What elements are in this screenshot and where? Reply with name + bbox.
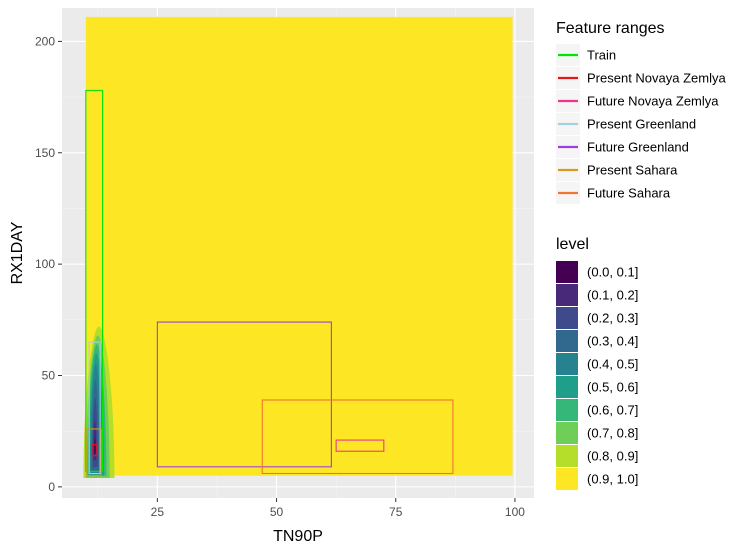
x-tick-label: 25 (151, 505, 165, 519)
legend-level-label: (0.2, 0.3] (587, 311, 638, 326)
legend-level-swatch (556, 399, 578, 421)
legend-feature-title: Feature ranges (556, 20, 665, 37)
legend-level-swatch (556, 353, 578, 375)
range-box-future-greenland (156, 321, 332, 468)
legend-level-label: (0.7, 0.8] (587, 426, 638, 441)
legend-level-label: (0.4, 0.5] (587, 357, 638, 372)
legend-feature-label: Future Greenland (587, 140, 689, 155)
legend-level-swatch (556, 307, 578, 329)
y-axis-title: RX1DAY (9, 221, 26, 284)
legend-feature-label: Present Novaya Zemlya (587, 71, 726, 86)
y-tick-label: 50 (42, 369, 56, 383)
legend-level-swatch (556, 468, 578, 490)
legend-level: level (0.0, 0.1] (0.1, 0.2] (0.2, 0.3] (0.3… (556, 236, 638, 490)
legend-feature-label: Present Greenland (587, 117, 696, 132)
x-tick-label: 75 (389, 505, 403, 519)
legend-level-label: (0.1, 0.2] (587, 288, 638, 303)
y-tick-label: 0 (48, 480, 55, 494)
range-box-train (85, 89, 104, 472)
legend-level-label: (0.6, 0.7] (587, 403, 638, 418)
range-box-future-novaya-zemlya (335, 439, 385, 452)
legend-feature-label: Future Sahara (587, 186, 671, 201)
legend-level-swatch (556, 422, 578, 444)
legend-level-swatch (556, 261, 578, 283)
legend-feature-ranges: Feature ranges Train Present Novaya Zemly… (556, 20, 726, 204)
legend-level-swatch (556, 445, 578, 467)
range-box-present-greenland (88, 341, 101, 475)
range-box-future-sahara (261, 399, 454, 475)
density-contour (94, 437, 96, 454)
legend-level-title: level (556, 236, 589, 253)
feature-range-boxes (85, 89, 454, 477)
axes: 25 50 75 100 0 50 100 150 200 (35, 34, 525, 519)
x-tick-label: 50 (270, 505, 284, 519)
legend-level-swatch (556, 376, 578, 398)
legend-feature-label: Present Sahara (587, 163, 678, 178)
legend-level-label: (0.5, 0.6] (587, 380, 638, 395)
legend-level-swatch (556, 330, 578, 352)
range-box-present-novaya-zemlya (91, 443, 98, 457)
y-tick-label: 100 (35, 257, 55, 271)
x-axis-title: TN90P (273, 528, 323, 545)
density-level-background (85, 16, 513, 476)
legend-level-label: (0.8, 0.9] (587, 449, 638, 464)
y-tick-label: 200 (35, 34, 55, 48)
legend-level-label: (0.3, 0.4] (587, 334, 638, 349)
legend-level-swatch (556, 284, 578, 306)
x-tick-label: 100 (505, 505, 525, 519)
legend-feature-label: Train (587, 48, 616, 63)
legend-level-label: (0.0, 0.1] (587, 265, 638, 280)
density-heatmap (83, 16, 513, 478)
y-tick-label: 150 (35, 146, 55, 160)
range-box-present-sahara (86, 428, 102, 477)
legend-feature-label: Future Novaya Zemlya (587, 94, 719, 109)
legend-level-label: (0.9, 1.0] (587, 472, 638, 487)
